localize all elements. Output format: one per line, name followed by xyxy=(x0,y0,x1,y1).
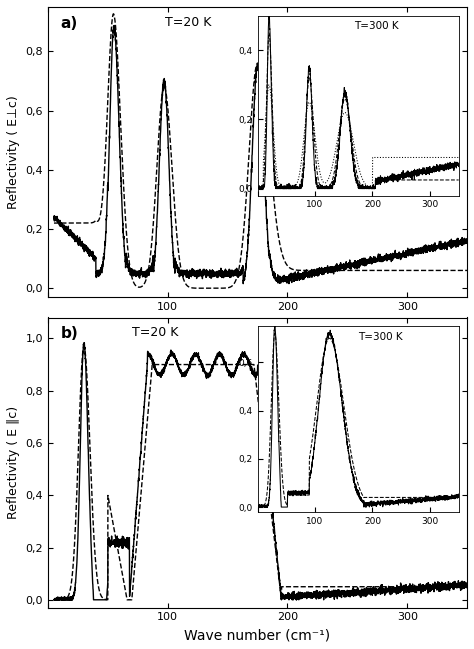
Text: T=20 K: T=20 K xyxy=(132,326,178,339)
X-axis label: Wave number (cm⁻¹): Wave number (cm⁻¹) xyxy=(184,628,330,642)
Text: a): a) xyxy=(61,16,78,31)
Text: T=20 K: T=20 K xyxy=(165,16,212,29)
Y-axis label: Reflectivity ( E⊥c): Reflectivity ( E⊥c) xyxy=(7,95,20,209)
Y-axis label: Reflectivity ( E ∥c): Reflectivity ( E ∥c) xyxy=(7,406,20,519)
Text: b): b) xyxy=(61,326,78,341)
